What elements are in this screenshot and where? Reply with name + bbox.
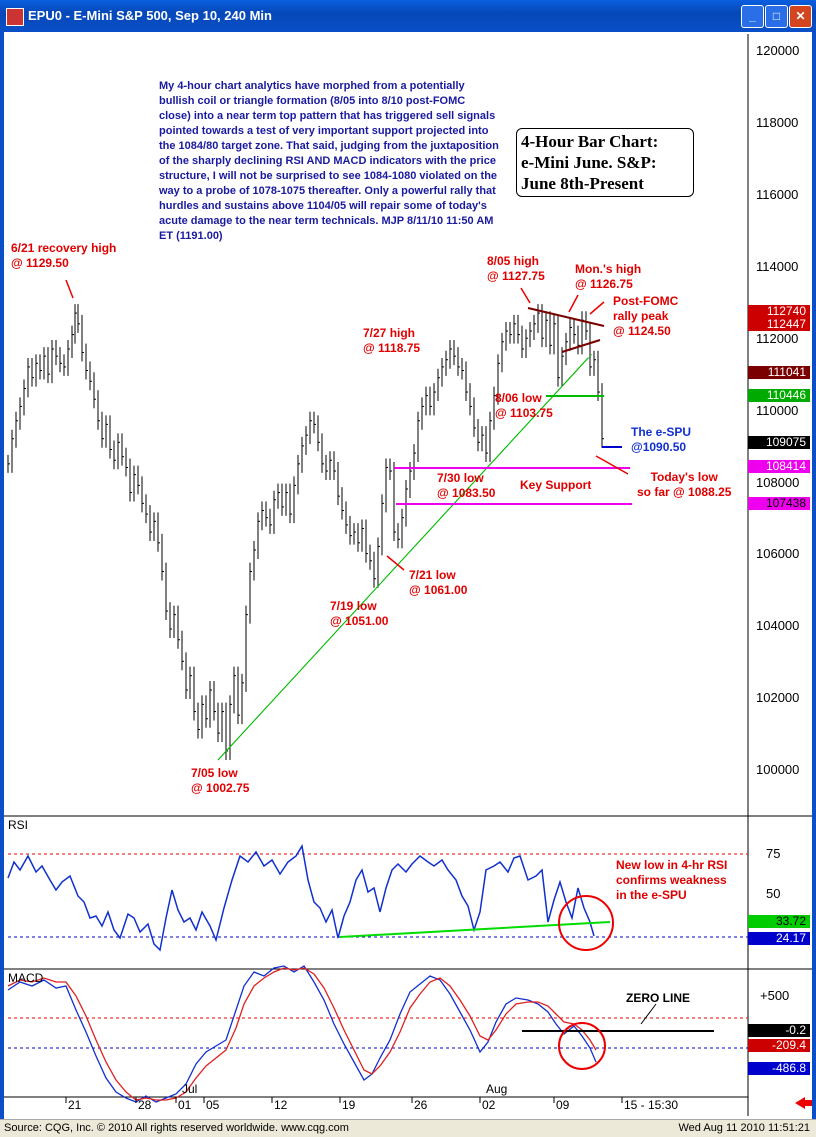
analysis-commentary: My 4-hour chart analytics have morphed f… (159, 80, 499, 242)
rsi-note: New low in 4-hr RSI confirms weakness in t… (616, 858, 728, 902)
chart-title-line: June 8th-Present (521, 174, 644, 193)
rsi-highlight-circle (558, 895, 614, 951)
y-tick: 102000 (756, 690, 800, 705)
macd-tag: -209.4 (748, 1039, 810, 1052)
macd-tick: +500 (760, 988, 790, 1003)
y-tick: 108000 (756, 475, 800, 490)
macd-highlight-circle (558, 1022, 606, 1070)
rsi-tick: 50 (766, 886, 781, 901)
annotation-key-support: Key Support (520, 478, 592, 492)
month-label: Jul (182, 1082, 198, 1096)
annotation-mon-high: Mon.'s high @ 1126.75 (575, 262, 642, 291)
y-tick: 100000 (756, 762, 800, 777)
rsi-tick: 75 (766, 846, 781, 861)
rsi-trendline (339, 921, 611, 938)
y-tick: 112000 (756, 331, 799, 346)
price-bars (7, 304, 604, 761)
annotation-705-low: 7/05 low @ 1002.75 (191, 766, 250, 795)
x-tick: 09 (556, 1098, 570, 1112)
rsi-tag: 33.72 (748, 915, 810, 928)
window-title: EPU0 - E-Mini S&P 500, Sep 10, 240 Min (28, 8, 272, 23)
annotation-719-low: 7/19 low @ 1051.00 (330, 599, 389, 628)
x-tick: 02 (482, 1098, 496, 1112)
price-tag: 110446 (748, 389, 810, 402)
zero-line-label: ZERO LINE (626, 991, 691, 1005)
macd-tag: -486.8 (748, 1062, 810, 1075)
pointer-mon-high (568, 294, 579, 313)
trendline-main-2 (217, 353, 593, 761)
scroll-right-arrow-icon (795, 1097, 812, 1109)
x-tick: 19 (342, 1098, 356, 1112)
macd-signal-line (7, 967, 597, 1101)
fomc-line (561, 339, 601, 353)
x-tick: 28 (138, 1098, 152, 1112)
macd-tag: -0.2 (748, 1024, 810, 1037)
chart-title-line: e-Mini June. S&P: (521, 153, 657, 172)
price-tag: 109075 (748, 436, 810, 449)
close-button[interactable]: ✕ (789, 5, 812, 28)
month-label: Aug (486, 1082, 508, 1096)
x-tick: 01 (178, 1098, 192, 1112)
zero-line-pointer (640, 1003, 657, 1025)
price-tag: 112447 (748, 318, 810, 331)
pointer-today-low (595, 455, 629, 475)
chart-window (0, 32, 816, 1136)
resistance-line (527, 307, 605, 327)
y-tick: 110000 (756, 403, 799, 418)
y-tick: 116000 (756, 187, 799, 202)
annotation-today-low: Today's low so far @ 1088.25 (637, 470, 732, 499)
macd-line (7, 965, 597, 1103)
price-tag: 108414 (748, 460, 810, 473)
price-tag: 107438 (748, 497, 810, 510)
x-tick: 12 (274, 1098, 288, 1112)
chart-title-box: 4-Hour Bar Chart: e-Mini June. S&P: June… (516, 128, 694, 197)
x-tick: 15 - 15:30 (624, 1098, 679, 1112)
y-tick: 118000 (756, 115, 799, 130)
pointer-805-high (520, 287, 531, 304)
price-tag: 112740 (748, 305, 810, 318)
price-tag: 111041 (748, 366, 810, 379)
pointer-721-low (386, 555, 405, 571)
app-icon (6, 8, 24, 26)
annotation-806-low: 8/06 low @ 1103.75 (495, 391, 553, 420)
annotation-730-low: 7/30 low @ 1083.50 (437, 471, 496, 500)
x-axis-ticks (65, 1097, 623, 1103)
macd-label: MACD (8, 971, 44, 985)
rsi-label: RSI (8, 818, 29, 832)
y-tick: 114000 (756, 259, 799, 274)
annotation-recovery-high: 6/21 recovery high @ 1129.50 (11, 241, 117, 270)
x-tick: 21 (68, 1098, 82, 1112)
y-tick: 106000 (756, 546, 800, 561)
x-tick: 05 (206, 1098, 220, 1112)
x-tick: 26 (414, 1098, 428, 1112)
window-titlebar: EPU0 - E-Mini S&P 500, Sep 10, 240 Min _… (0, 0, 816, 32)
pointer-fomc (589, 301, 605, 315)
y-tick: 104000 (756, 618, 800, 633)
rsi-line (7, 843, 595, 952)
maximize-button[interactable]: □ (765, 5, 788, 28)
rsi-tag: 24.17 (748, 932, 810, 945)
annotation-fomc-peak: Post-FOMC rally peak @ 1124.50 (613, 294, 679, 338)
status-footer: Source: CQG, Inc. © 2010 All rights rese… (0, 1119, 816, 1137)
annotation-721-low: 7/21 low @ 1061.00 (409, 568, 468, 597)
source-text: Source: CQG, Inc. © 2010 All rights rese… (4, 1122, 349, 1134)
chart-title-line: 4-Hour Bar Chart: (521, 132, 659, 151)
annotation-espu: The e-SPU @1090.50 (631, 425, 692, 454)
annotation-727-high: 7/27 high @ 1118.75 (363, 326, 421, 355)
y-tick: 120000 (756, 43, 800, 58)
minimize-button[interactable]: _ (741, 5, 764, 28)
annotation-805-high: 8/05 high @ 1127.75 (487, 254, 545, 283)
pointer-recovery-high (65, 279, 74, 299)
timestamp: Wed Aug 11 2010 11:51:21 (678, 1122, 810, 1134)
